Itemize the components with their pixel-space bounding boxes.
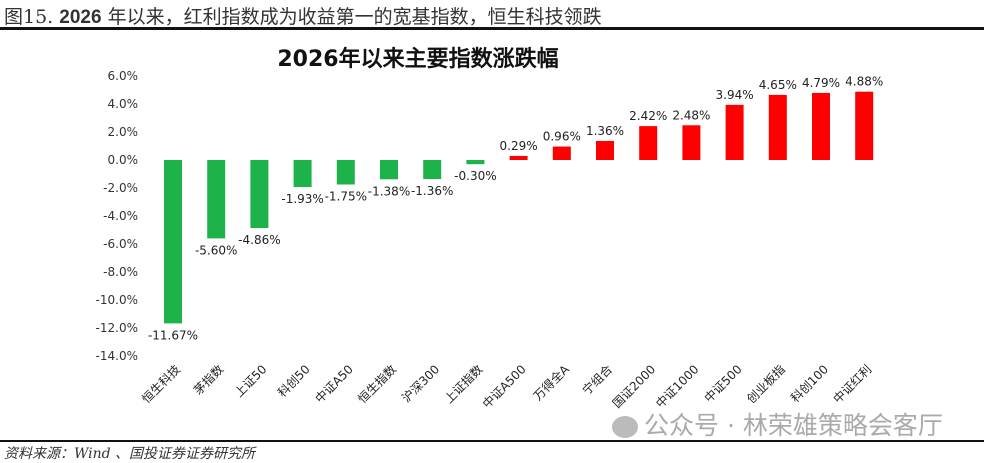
bar	[768, 94, 787, 160]
data-label: -4.86%	[238, 233, 280, 247]
x-tick-label: 中证A50	[312, 362, 356, 406]
wechat-icon	[612, 416, 638, 438]
x-tick-label: 科创100	[788, 362, 831, 405]
chart-title: 2026年以来主要指数涨跌幅	[277, 46, 558, 72]
bar	[293, 160, 312, 188]
y-tick-label: 4.0%	[108, 97, 139, 111]
data-label: -1.75%	[325, 190, 367, 204]
data-label: 2.42%	[629, 109, 667, 123]
x-tick-label: 恒生指数	[355, 362, 400, 407]
data-label: 1.36%	[586, 124, 624, 138]
x-tick-label: 上证50	[232, 362, 270, 400]
bar	[423, 160, 442, 180]
data-label: 4.79%	[802, 76, 840, 90]
figure-number: 图15.	[4, 6, 60, 28]
y-tick-label: -2.0%	[103, 181, 138, 195]
data-label: -5.60%	[195, 243, 237, 257]
x-tick-label: 上证指数	[441, 362, 486, 407]
bar	[336, 160, 355, 185]
y-tick-label: -4.0%	[103, 209, 138, 223]
bar	[250, 160, 269, 229]
y-tick-label: -12.0%	[96, 321, 138, 335]
y-tick-label: -10.0%	[96, 293, 138, 307]
x-tick-label: 创业板指	[743, 362, 788, 407]
x-tick-label: 中证500	[701, 362, 745, 406]
bar	[509, 155, 528, 160]
x-tick-label: 恒生科技	[139, 362, 183, 406]
bar	[466, 160, 485, 165]
data-label: 4.88%	[845, 75, 883, 89]
y-tick-label: -8.0%	[103, 265, 138, 279]
watermark-text: 公众号 · 林荣雄策略会客厅	[644, 411, 943, 440]
x-tick-label: 茅指数	[190, 362, 226, 398]
data-label: 0.29%	[500, 139, 538, 153]
x-tick-label: 中证1000	[652, 362, 701, 411]
bar	[812, 92, 830, 160]
bar	[639, 126, 658, 160]
x-tick-label: 中证红利	[830, 362, 875, 407]
y-tick-label: 2.0%	[108, 125, 139, 139]
data-label: -11.67%	[148, 328, 198, 342]
x-tick-label: 国证2000	[610, 362, 658, 410]
data-label: 4.65%	[759, 78, 797, 92]
data-label: 0.96%	[543, 130, 581, 144]
data-label: 2.48%	[672, 108, 710, 122]
data-label: -1.36%	[411, 184, 453, 198]
x-tick-label: 中证A500	[479, 362, 529, 412]
bar	[682, 125, 701, 160]
x-tick-label: 科创50	[275, 362, 313, 400]
watermark: 公众号 · 林荣雄策略会客厅	[612, 406, 943, 442]
data-label: 3.94%	[716, 88, 754, 102]
data-label: -1.93%	[281, 192, 323, 206]
data-label: -0.30%	[454, 169, 496, 183]
x-tick-label: 万得全A	[530, 361, 572, 403]
bottom-rule	[0, 440, 984, 442]
data-label: -1.38%	[368, 184, 410, 198]
bar	[552, 146, 571, 160]
figure-title: 图15. 2026 年以来，红利指数成为收益第一的宽基指数，恒生科技领跌	[4, 2, 602, 29]
bar	[855, 91, 874, 160]
bar	[380, 160, 398, 180]
y-tick-label: 6.0%	[108, 69, 139, 83]
y-tick-label: -14.0%	[96, 349, 138, 363]
bar	[164, 160, 182, 324]
y-tick-label: 0.0%	[108, 153, 139, 167]
x-tick-label: 沪深300	[399, 362, 442, 405]
bar	[725, 104, 744, 160]
x-tick-label: 宁组合	[579, 362, 615, 398]
y-tick-label: -6.0%	[103, 237, 138, 251]
bar	[207, 160, 226, 239]
top-rule	[0, 27, 984, 30]
bar	[596, 140, 614, 160]
source-note: 资料来源：Wind 、国投证券证券研究所	[4, 446, 256, 462]
figure-title-year: 2026	[59, 7, 102, 28]
figure-title-text: 年以来，红利指数成为收益第一的宽基指数，恒生科技领跌	[101, 6, 602, 28]
chart: 2026年以来主要指数涨跌幅 6.0% 4.0% 2.0% 0.0% -2.0% -4.0%…	[96, 46, 884, 412]
